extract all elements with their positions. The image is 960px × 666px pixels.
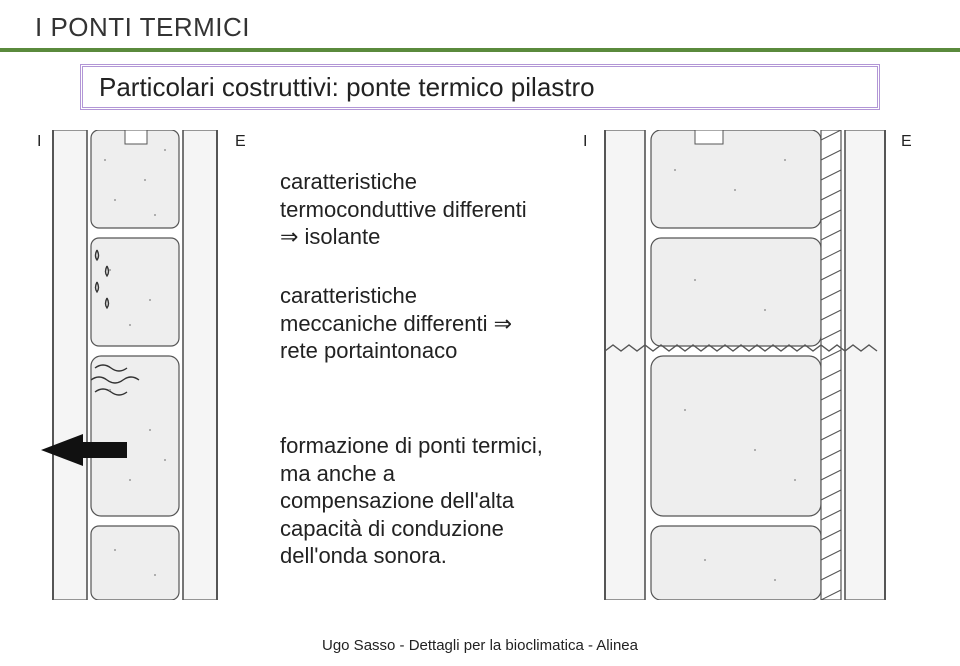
diagram-left: I E bbox=[35, 130, 255, 600]
footer-citation: Ugo Sasso - Dettagli per la bioclimatica… bbox=[0, 637, 960, 654]
label-E-left: E bbox=[235, 133, 246, 150]
label-c: formazione di ponti termici, ma anche a … bbox=[280, 432, 550, 570]
content-area: I E bbox=[35, 130, 925, 610]
subtitle-text: Particolari costruttivi: ponte termico p… bbox=[99, 72, 595, 103]
label-b: caratteristiche meccaniche differenti ⇒ … bbox=[280, 282, 540, 365]
diagram-right: I E bbox=[565, 130, 925, 600]
label-I-left: I bbox=[37, 133, 41, 150]
subtitle-box: Particolari costruttivi: ponte termico p… bbox=[80, 64, 880, 110]
page-title: I PONTI TERMICI bbox=[35, 12, 250, 43]
svg-text:E: E bbox=[901, 133, 912, 150]
label-a: caratteristiche termoconduttive differen… bbox=[280, 168, 540, 251]
title-rule bbox=[0, 48, 960, 52]
svg-text:I: I bbox=[583, 133, 587, 150]
